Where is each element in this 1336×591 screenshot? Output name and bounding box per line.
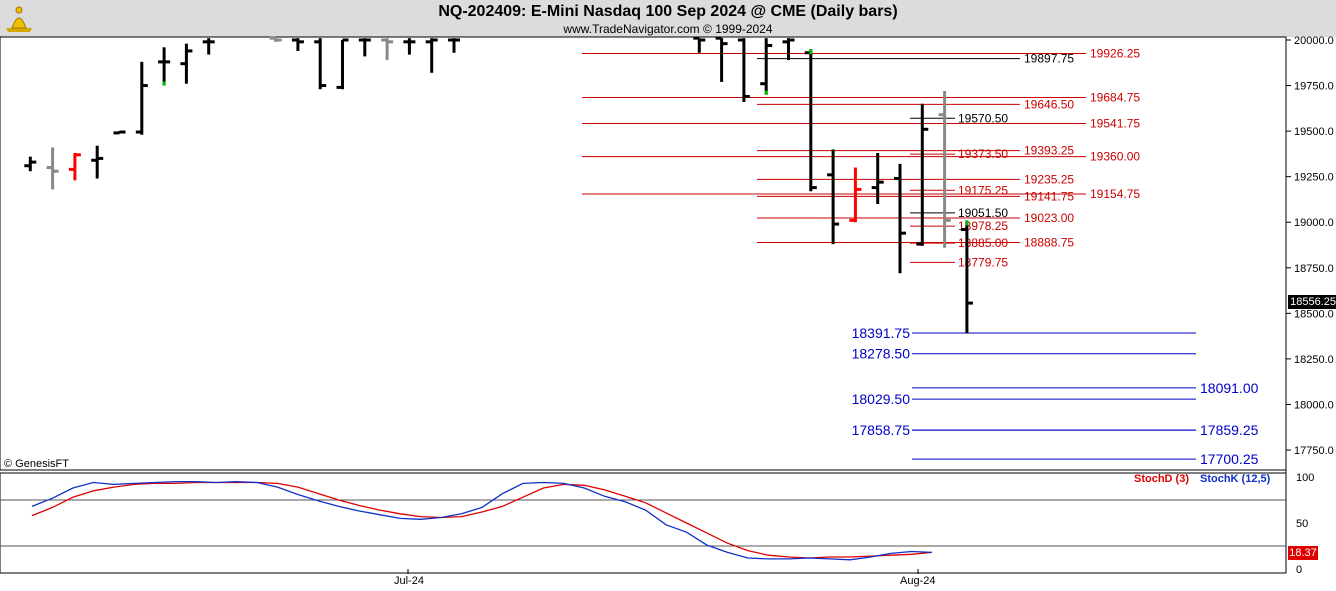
ohlc-bar: [291, 38, 304, 51]
resistance-label: 19646.50: [1024, 97, 1074, 111]
ohlc-bar: [960, 220, 973, 334]
ohlc-bar: [381, 38, 394, 61]
resistance-label: 19684.75: [1090, 90, 1140, 104]
stoch-y-tick: 50: [1296, 518, 1308, 530]
ohlc-bar: [448, 38, 460, 53]
lamp-logo-icon: [6, 6, 32, 32]
chart-title: NQ-202409: E-Mini Nasdaq 100 Sep 2024 @ …: [438, 3, 898, 20]
ohlc-bar: [336, 38, 349, 90]
ohlc-bar: [358, 38, 371, 57]
resistance-label: 18885.00: [958, 236, 1008, 250]
x-tick-aug: Aug-24: [900, 575, 936, 587]
ohlc-bar: [314, 38, 327, 90]
ohlc-bar: [24, 156, 37, 172]
resistance-label: 19051.50: [958, 206, 1008, 220]
resistance-label: 19023.00: [1024, 211, 1074, 225]
resistance-label: 19926.25: [1090, 46, 1140, 60]
ohlc-bar: [46, 147, 59, 190]
ohlc-bar: [158, 47, 171, 86]
support-label: 18091.00: [1200, 380, 1259, 396]
chart-subtitle: www.TradeNavigator.com © 1999-2024: [563, 22, 773, 36]
y-tick-label: 19500.0: [1294, 126, 1334, 138]
ohlc-bar: [180, 43, 193, 84]
resistance-label: 19360.00: [1090, 150, 1140, 164]
stoch-d-legend: StochD (3): [1134, 473, 1189, 485]
y-tick-label: 18000.0: [1294, 399, 1334, 411]
y-tick-label: 19750.0: [1294, 81, 1334, 93]
ohlc-bar: [403, 38, 416, 55]
resistance-label: 19175.25: [958, 183, 1008, 197]
y-tick-label: 19250.0: [1294, 172, 1334, 184]
stoch-y-tick: 0: [1296, 564, 1302, 576]
support-label: 17859.25: [1200, 422, 1259, 438]
ohlc-bar: [113, 130, 126, 135]
resistance-label: 19393.25: [1024, 144, 1074, 158]
ohlc-bar: [827, 149, 840, 245]
support-label: 18391.75: [852, 325, 911, 341]
price-axis: 20000.0 19750.0 19500.0 19250.0 19000.0 18750…: [1286, 35, 1334, 457]
y-tick-label: 18750.0: [1294, 263, 1334, 275]
resistance-label: 19897.75: [1024, 52, 1074, 66]
ohlc-bar: [916, 103, 929, 246]
stoch-k-line: [31, 480, 933, 561]
support-label: 18029.50: [852, 391, 911, 407]
support-label: 18278.50: [852, 346, 911, 362]
ohlc-bar: [804, 49, 817, 192]
resistance-label: 18888.75: [1024, 235, 1074, 249]
ohlc-bar: [202, 38, 215, 55]
ohlc-bar: [782, 38, 795, 61]
ohlc-bar: [269, 36, 282, 42]
resistance-label: 19141.75: [1024, 189, 1074, 203]
ohlc-bar: [938, 91, 951, 248]
x-tick-jul: Jul-24: [394, 575, 424, 587]
resistance-label: 19541.75: [1090, 117, 1140, 131]
y-tick-label: 19000.0: [1294, 217, 1334, 229]
ohlc-bar: [760, 38, 773, 95]
chart-frame: [0, 36, 1287, 574]
y-tick-label: 17750.0: [1294, 445, 1334, 457]
support-label: 17858.75: [852, 422, 911, 438]
ohlc-bar: [425, 38, 438, 73]
price-levels: 19926.25 19897.75 19684.75 19646.50 19570.50…: [582, 46, 1259, 467]
copyright-label: © GenesisFT: [4, 458, 69, 470]
chart-header: NQ-202409: E-Mini Nasdaq 100 Sep 2024 @ …: [0, 0, 1336, 37]
y-tick-label: 18500.0: [1294, 308, 1334, 320]
stoch-k-legend: StochK (12,5): [1200, 473, 1271, 485]
stoch-panel-border: [0, 472, 1287, 574]
resistance-label: 19373.50: [958, 147, 1008, 161]
last-price-tag: 18556.25: [1288, 295, 1336, 309]
stoch-value-tag: 18.37: [1288, 546, 1318, 560]
resistance-label: 18978.25: [958, 219, 1008, 233]
ohlc-bar: [135, 61, 148, 135]
stoch-d-line: [31, 481, 933, 559]
ohlc-bar: [737, 38, 750, 102]
resistance-label: 19235.25: [1024, 172, 1074, 186]
ohlc-bar: [693, 36, 706, 53]
resistance-label: 18779.75: [958, 255, 1008, 269]
price-panel-border: [0, 36, 1287, 471]
resistance-label: 19154.75: [1090, 187, 1140, 201]
ohlc-bars: [24, 36, 973, 334]
ohlc-bar: [715, 36, 728, 82]
stochastic-panel: 100 50 0: [0, 472, 1314, 576]
resistance-label: 19570.50: [958, 111, 1008, 125]
support-label: 17700.25: [1200, 451, 1259, 467]
stoch-y-tick: 100: [1296, 472, 1314, 484]
ohlc-bar: [68, 152, 81, 181]
y-tick-label: 20000.0: [1294, 35, 1334, 47]
ohlc-bar: [849, 167, 862, 223]
ohlc-bar: [871, 152, 884, 204]
y-tick-label: 18250.0: [1294, 354, 1334, 366]
ohlc-bar: [91, 145, 104, 179]
ohlc-bar: [894, 163, 906, 274]
